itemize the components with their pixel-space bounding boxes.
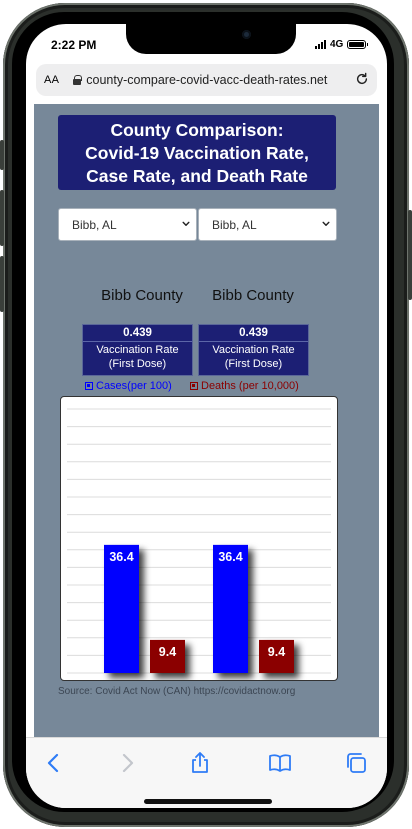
vaccination-stat-1: 0.439 Vaccination Rate (First Dose) — [82, 324, 193, 376]
web-content: County Comparison: Covid-19 Vaccination … — [26, 104, 387, 737]
legend-deaths-swatch — [190, 382, 198, 390]
forward-icon[interactable] — [115, 752, 139, 774]
vaccination-stat-2: 0.439 Vaccination Rate (First Dose) — [198, 324, 309, 376]
county-name-2: Bibb County — [212, 287, 294, 304]
bar-label-deaths-1: 9.4 — [159, 645, 176, 659]
chevron-down-icon — [322, 221, 330, 226]
source-text: Source: Covid Act Now (CAN) https://covi… — [58, 686, 296, 697]
network-label: 4G — [330, 39, 344, 50]
legend-deaths-label: Deaths (per 10,000) — [201, 380, 299, 392]
bar-label-cases-2: 36.4 — [218, 550, 242, 564]
bar-label-deaths-2: 9.4 — [268, 645, 285, 659]
title-line: County Comparison: — [110, 120, 284, 140]
vaccination-rate-value: 0.439 — [199, 325, 308, 342]
share-icon[interactable] — [188, 752, 212, 774]
county-select-1-value: Bibb, AL — [72, 217, 117, 232]
status-time: 2:22 PM — [51, 38, 97, 52]
vaccination-rate-label: Vaccination Rate — [96, 344, 179, 356]
county-select-2-value: Bibb, AL — [212, 217, 257, 232]
bar-label-cases-1: 36.4 — [109, 550, 133, 564]
bar-cases-1 — [104, 544, 139, 673]
chart-container: 36.4 9.4 36.4 9.4 — [60, 396, 338, 681]
county-name-1: Bibb County — [101, 287, 183, 304]
county-select-1[interactable]: Bibb, AL — [58, 208, 197, 241]
legend-cases: Cases(per 100) — [85, 380, 172, 392]
text-size-button[interactable]: AA — [44, 74, 60, 86]
phone-side-button — [0, 140, 4, 170]
county-select-2[interactable]: Bibb, AL — [198, 208, 337, 241]
notch — [126, 24, 296, 54]
main-panel: County Comparison: Covid-19 Vaccination … — [34, 104, 379, 737]
vaccination-rate-label: Vaccination Rate — [212, 344, 295, 356]
status-indicators: 4G — [315, 39, 369, 50]
page-title: County Comparison: Covid-19 Vaccination … — [58, 115, 336, 190]
battery-icon — [347, 40, 369, 49]
legend-cases-label: Cases(per 100) — [96, 380, 172, 392]
reload-icon[interactable] — [355, 72, 369, 86]
lock-icon — [73, 75, 83, 85]
url-text[interactable]: county-compare-covid-vacc-death-rates.ne… — [86, 73, 328, 87]
vaccination-rate-value: 0.439 — [83, 325, 192, 342]
title-line: Case Rate, and Death Rate — [86, 166, 308, 186]
bar-cases-2 — [213, 544, 248, 673]
screen: 2:22 PM 4G AA county-compare-covid-vacc-… — [26, 24, 387, 808]
bar-chart: 36.4 9.4 36.4 9.4 — [67, 408, 331, 674]
title-line: Covid-19 Vaccination Rate, — [85, 143, 309, 163]
phone-power-button — [408, 210, 412, 300]
bar-deaths-2 — [259, 639, 294, 673]
back-icon[interactable] — [42, 752, 66, 774]
bar-deaths-1 — [150, 639, 185, 673]
phone-volume-down — [0, 256, 4, 312]
bookmarks-icon[interactable] — [268, 752, 292, 774]
signal-icon — [315, 40, 326, 49]
address-bar[interactable]: AA county-compare-covid-vacc-death-rates… — [36, 64, 377, 96]
phone-volume-up — [0, 190, 4, 246]
vaccination-rate-sublabel: (First Dose) — [224, 358, 283, 370]
tabs-icon[interactable] — [345, 752, 369, 774]
browser-toolbar — [26, 737, 387, 808]
camera — [242, 30, 251, 39]
vaccination-rate-sublabel: (First Dose) — [108, 358, 167, 370]
legend-deaths: Deaths (per 10,000) — [190, 380, 299, 392]
chevron-down-icon — [182, 221, 190, 226]
legend-cases-swatch — [85, 382, 93, 390]
home-indicator — [144, 799, 272, 804]
